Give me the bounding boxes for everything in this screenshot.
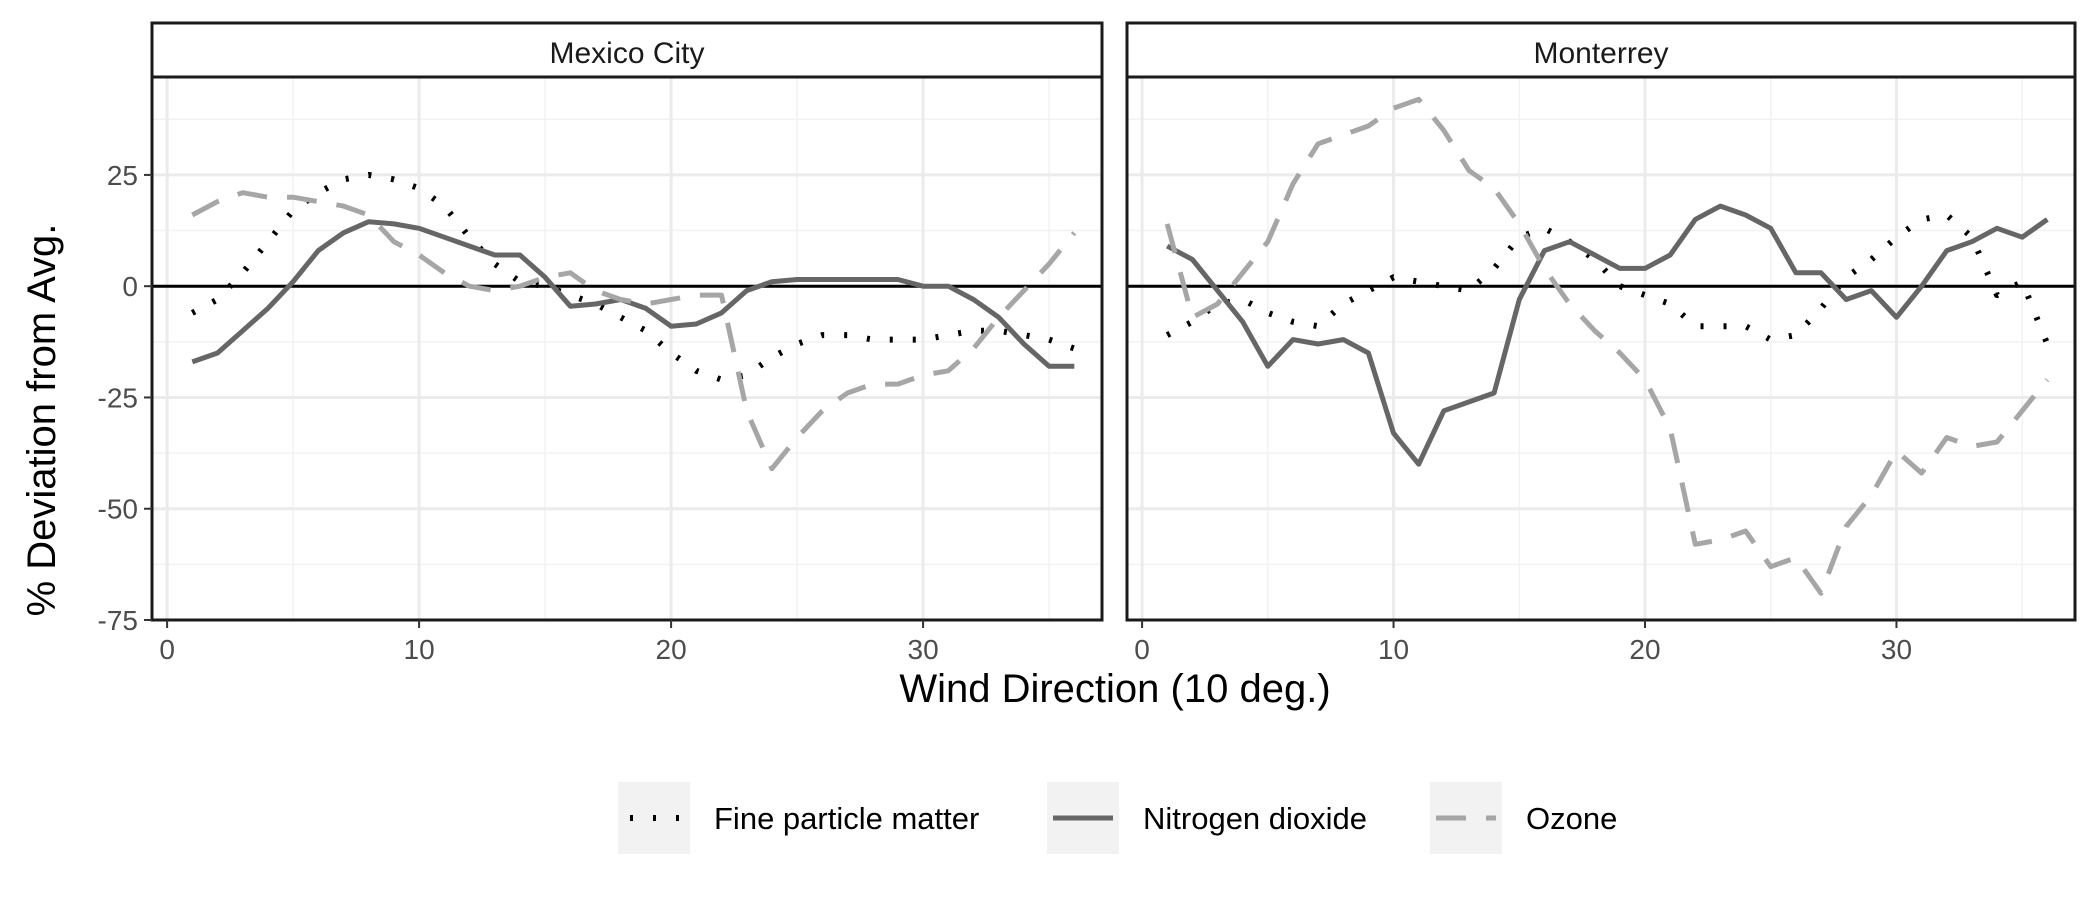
panel-1: Monterrey 0 10 20 30 — [1125, 21, 2077, 665]
y-tick-label: 0 — [122, 271, 138, 302]
series-line-nitrogen-dioxide — [1166, 203, 2049, 467]
x-tick-label: 10 — [404, 634, 435, 665]
y-tick-label: -75 — [98, 605, 138, 636]
legend-item-nitrogen-dioxide: Nitrogen dioxide — [1047, 782, 1367, 854]
series-line-fine-particle-matter — [1165, 212, 2051, 346]
legend: Fine particle matter Nitrogen dioxide Ozon… — [618, 782, 1617, 854]
series-line-nitrogen-dioxide — [191, 219, 1075, 369]
x-axis-title: Wind Direction (10 deg.) — [899, 667, 1330, 711]
x-tick-label: 0 — [1134, 634, 1150, 665]
panel-border — [150, 75, 1104, 622]
series-line-fine-particle-matter — [190, 171, 1076, 383]
legend-label: Fine particle matter — [714, 801, 979, 836]
y-tick-label: -25 — [98, 382, 138, 413]
x-tick-label: 10 — [1378, 634, 1409, 665]
facet-strip-label: Mexico City — [549, 37, 704, 70]
x-tick-label: 20 — [1629, 634, 1660, 665]
facet-strip-label: Monterrey — [1533, 37, 1668, 70]
y-axis-title: % Deviation from Avg. — [20, 224, 64, 617]
facet-strip — [150, 21, 1104, 79]
series-line-ozone — [191, 190, 1077, 472]
y-tick-label: -50 — [98, 494, 138, 525]
series-line-ozone — [1164, 96, 2050, 596]
legend-item-fine-particle-matter: Fine particle matter — [618, 782, 979, 854]
panels-layer: Mexico City 0 10 20 30 25 0 -25 -50 -75 Monterrey 0… — [98, 21, 2077, 665]
legend-item-ozone: Ozone — [1430, 782, 1617, 854]
y-tick-label: 25 — [107, 160, 138, 191]
panel-0: Mexico City 0 10 20 30 25 0 -25 -50 -75 — [98, 21, 1104, 665]
legend-label: Ozone — [1526, 801, 1617, 836]
facet-strip — [1125, 21, 2077, 79]
x-tick-label: 20 — [656, 634, 687, 665]
x-tick-label: 30 — [1881, 634, 1912, 665]
panel-border — [1125, 75, 2077, 622]
x-tick-label: 0 — [159, 634, 175, 665]
x-tick-label: 30 — [908, 634, 939, 665]
legend-label: Nitrogen dioxide — [1143, 801, 1367, 836]
